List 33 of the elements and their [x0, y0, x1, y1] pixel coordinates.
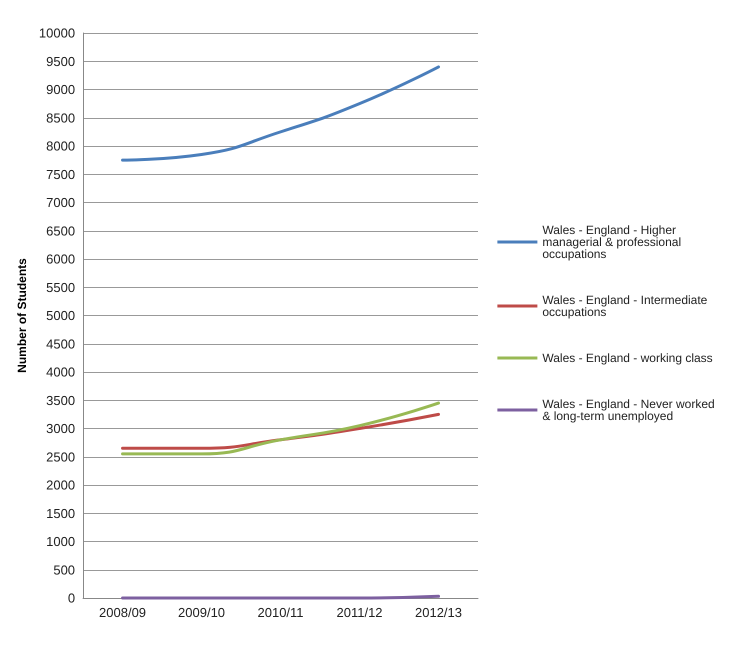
legend-label: Wales - England - Higher managerial & professional occupations — [542, 223, 684, 261]
x-tick-label: 2009/10 — [178, 605, 226, 620]
y-axis-title: Number of Students — [15, 258, 29, 373]
x-tick-label: 2012/13 — [415, 605, 462, 620]
y-tick-label: 7000 — [46, 195, 76, 210]
y-tick-label: 1000 — [46, 534, 76, 549]
x-tick-label: 2010/11 — [258, 605, 304, 620]
y-tick-label: 2500 — [46, 449, 76, 464]
y-tick-label: 5000 — [46, 308, 76, 323]
y-tick-label: 9500 — [46, 54, 76, 69]
legend-label: Wales - England - working class — [542, 351, 713, 365]
y-tick-label: 6500 — [46, 223, 76, 238]
y-tick-label: 3000 — [46, 421, 76, 436]
y-tick-label: 10000 — [38, 26, 76, 40]
y-tick-label: 5500 — [46, 280, 76, 295]
y-tick-label: 7500 — [46, 166, 76, 182]
y-tick-label: 2000 — [46, 478, 76, 492]
legend-label: Wales - England - Intermediate occupations — [542, 293, 711, 319]
y-tick-label: 9000 — [46, 82, 76, 97]
y-tick-label: 3500 — [46, 392, 76, 408]
x-tick-label: 2011/12 — [336, 605, 383, 620]
x-tick-label: 2008/09 — [99, 605, 146, 620]
y-tick-label: 6000 — [46, 252, 76, 266]
legend-label: Wales - England - Never worked & long-term unemployed — [542, 397, 718, 423]
y-tick-label: 8500 — [46, 110, 76, 126]
line-series — [121, 65, 440, 162]
line-series — [121, 402, 440, 456]
y-tick-label: 1500 — [46, 506, 76, 521]
y-tick-label: 8000 — [46, 138, 76, 154]
y-tick-label: 0 — [68, 590, 76, 606]
y-tick-label: 4500 — [46, 336, 76, 352]
y-tick-label: 500 — [53, 562, 76, 578]
y-tick-label: 4000 — [46, 364, 76, 380]
